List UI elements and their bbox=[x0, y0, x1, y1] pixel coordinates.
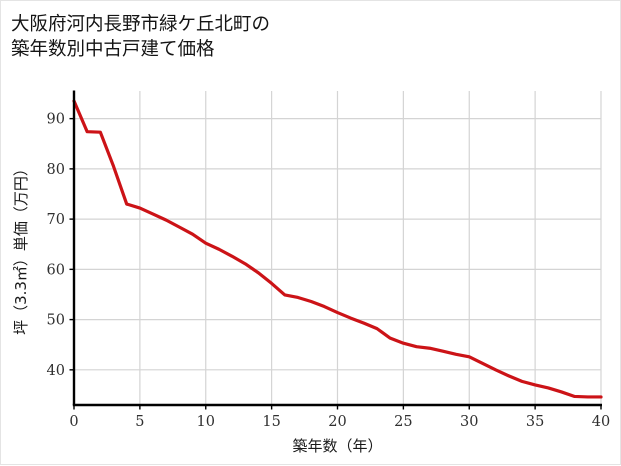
y-tick-label: 90 bbox=[47, 112, 65, 128]
chart-title: 大阪府河内長野市緑ケ丘北町の 築年数別中古戸建て価格 bbox=[11, 14, 271, 60]
grid-lines bbox=[73, 91, 602, 405]
x-tick-label: 40 bbox=[592, 414, 610, 430]
x-tick-label: 15 bbox=[262, 414, 280, 430]
x-tick-label: 25 bbox=[394, 414, 412, 430]
x-tick-label: 30 bbox=[460, 414, 478, 430]
x-tick-marks bbox=[73, 405, 602, 410]
y-tick-label: 50 bbox=[47, 313, 65, 329]
y-axis-title: 坪（3.3㎡）単価（万円） bbox=[12, 161, 30, 335]
x-tick-label: 0 bbox=[69, 414, 78, 430]
x-tick-label: 35 bbox=[526, 414, 544, 430]
x-tick-label: 10 bbox=[197, 414, 215, 430]
x-tick-label: 20 bbox=[328, 414, 346, 430]
data-series-line bbox=[72, 99, 603, 399]
x-axis-title: 築年数（年） bbox=[292, 437, 382, 455]
data-line-group bbox=[72, 99, 603, 399]
y-tick-marks bbox=[69, 117, 74, 371]
y-tick-label: 80 bbox=[47, 162, 65, 178]
y-tick-label: 70 bbox=[47, 212, 65, 228]
y-tick-label: 60 bbox=[47, 262, 65, 278]
y-axis-tick-labels: 40 50 60 70 80 90 bbox=[47, 112, 65, 379]
x-tick-label: 5 bbox=[135, 414, 144, 430]
y-tick-label: 40 bbox=[47, 363, 65, 379]
x-axis-tick-labels: 0 5 10 15 20 25 30 35 40 bbox=[69, 414, 610, 430]
